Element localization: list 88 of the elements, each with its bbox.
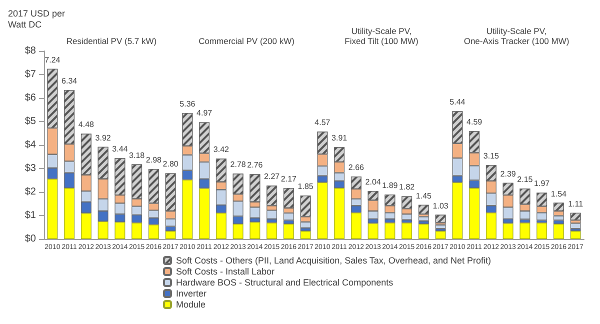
total-label: 3.42 [213, 145, 230, 154]
y-tick-label: $5 [24, 116, 36, 127]
bar [199, 188, 210, 239]
bar [570, 223, 581, 229]
total-label: 4.48 [78, 120, 95, 130]
legend-label: Module [176, 300, 206, 310]
y-tick-label: $1 [24, 210, 36, 221]
bar [418, 220, 429, 224]
total-label: 4.59 [466, 118, 483, 127]
total-label: 2.39 [500, 169, 516, 178]
bar [182, 180, 193, 239]
bar [98, 221, 108, 239]
bar [520, 222, 530, 239]
bar [418, 224, 429, 239]
total-label: 4.97 [196, 108, 213, 118]
y-tick-label: $2 [24, 186, 36, 198]
total-label: 1.89 [382, 181, 398, 190]
bar [502, 223, 514, 239]
bar [216, 212, 226, 239]
text: Utility-Scale PV, Fixed Tilt (100 MW) [344, 26, 419, 46]
legend-label: Soft Costs - Install Labor [176, 266, 275, 276]
bar [317, 182, 328, 239]
legend-label: Inverter [176, 288, 207, 298]
total-label: 3.18 [129, 150, 146, 160]
total-label: 4.57 [314, 118, 331, 128]
bar [402, 222, 412, 239]
total-label: 2.27 [264, 172, 280, 182]
text: Commercial PV (200 kW) [198, 36, 295, 46]
total-label: 1.82 [399, 182, 416, 192]
bar [334, 188, 345, 239]
bar [64, 188, 75, 239]
total-label: 1.54 [550, 189, 568, 198]
bar [148, 224, 159, 239]
bar [232, 224, 244, 239]
total-label: 2.78 [230, 160, 246, 170]
bar [553, 220, 564, 224]
bar [132, 222, 142, 239]
bar [435, 224, 446, 229]
y-axis-title: 2017 USD per Watt DC [8, 8, 68, 30]
total-label: 2.76 [247, 160, 264, 170]
total-label: 6.34 [62, 76, 78, 86]
total-label: 1.97 [534, 179, 550, 188]
bar [368, 223, 378, 239]
total-label: 5.36 [180, 100, 196, 109]
bar [469, 188, 480, 239]
bar [435, 231, 446, 239]
legend-label: Hardware BOS - Structural and Electrical Components [176, 278, 394, 288]
total-label: 1.45 [416, 191, 432, 200]
text: Utility-Scale PV, One-Axis Tracker (100 MW) [464, 26, 570, 46]
y-tick-label: $0 [24, 234, 36, 244]
total-label: 1.11 [568, 199, 584, 208]
bar [250, 222, 260, 239]
bar [553, 224, 564, 239]
total-label: 1.85 [298, 182, 314, 192]
legend-label: Soft Costs - Others (PII, Land Acquisition, Sales Tax, Overhead, and Net Profit) [176, 256, 491, 266]
bar [570, 231, 581, 239]
bar [350, 212, 362, 239]
bar [536, 222, 548, 239]
bar [384, 222, 396, 239]
text: Residential PV (5.7 kW) [66, 36, 157, 46]
bar [418, 216, 429, 221]
y-tick-label: $7 [24, 69, 36, 80]
total-label: 1.03 [432, 201, 449, 210]
total-label: 2.04 [365, 178, 382, 187]
bar [300, 231, 311, 239]
y-tick-label: $6 [24, 92, 36, 104]
bar [114, 222, 126, 239]
total-label: 2.98 [146, 155, 162, 164]
total-label: 3.44 [112, 144, 128, 154]
total-label: 3.15 [483, 151, 500, 160]
y-tick-label: $3 [24, 163, 36, 174]
bar [47, 178, 58, 239]
total-label: 2.17 [280, 174, 298, 184]
total-label: 3.92 [95, 133, 112, 142]
total-label: 7.24 [44, 55, 61, 64]
bar [486, 212, 496, 239]
y-tick-label: $8 [24, 46, 36, 56]
total-label: 3.91 [332, 134, 348, 143]
total-label: 2.80 [162, 160, 179, 169]
bar [283, 224, 294, 239]
total-label: 5.44 [450, 98, 466, 107]
total-label: 2.66 [348, 162, 365, 172]
bar [452, 182, 463, 239]
total-label: 2.15 [517, 174, 534, 184]
bar [266, 222, 278, 239]
y-tick-label: $4 [24, 140, 36, 150]
bar [165, 231, 176, 239]
bar [80, 213, 92, 239]
